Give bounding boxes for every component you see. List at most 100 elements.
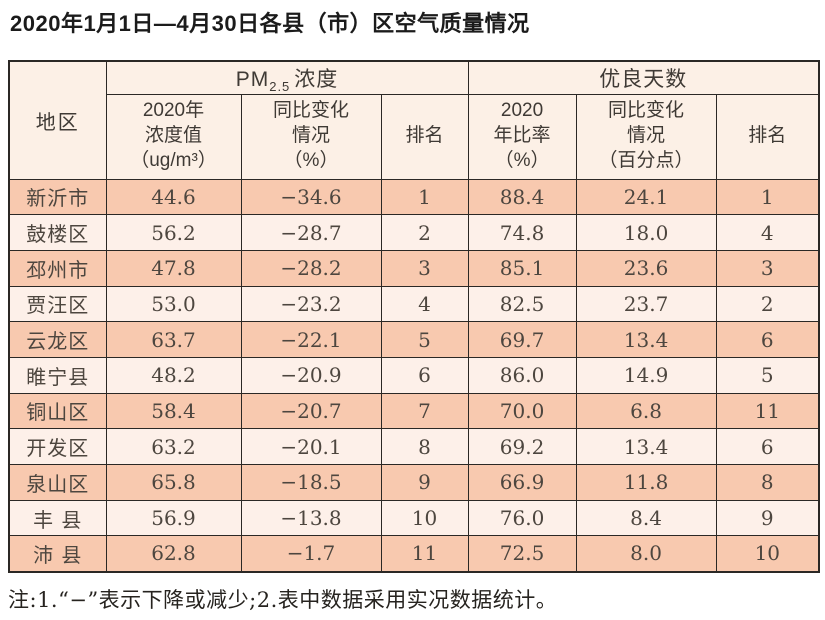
table-row: 睢宁县 48.2 −20.9 6 86.0 14.9 5: [8, 356, 820, 394]
pm-change-cell: −23.2: [240, 285, 382, 323]
good-change-cell: 24.1: [575, 178, 717, 216]
good-rate-cell: 86.0: [467, 356, 577, 394]
pm-rank-cell: 6: [380, 356, 469, 394]
pm-value-cell: 47.8: [105, 249, 242, 287]
pm25-subscript: 2.5: [269, 78, 291, 94]
good-change-cell: 14.9: [575, 356, 717, 394]
good-rate-cell: 76.0: [467, 499, 577, 537]
good-change-cell: 13.4: [575, 321, 717, 358]
good-change-cell: 8.0: [575, 535, 717, 573]
good-change-cell: 11.8: [575, 464, 717, 501]
good-rank-cell: 11: [715, 392, 820, 430]
table-row: 云龙区 63.7 −22.1 5 69.7 13.4 6: [8, 321, 820, 358]
pm-change-cell: −34.6: [240, 178, 382, 216]
region-cell: 鼓楼区: [8, 214, 107, 251]
pm-rank-cell: 1: [380, 178, 469, 216]
pm-rank-cell: 4: [380, 285, 469, 323]
footnote: 注:1.“−”表示下降或减少;2.表中数据采用实况数据统计。: [8, 588, 558, 612]
table-body: 新沂市 44.6 −34.6 1 88.4 24.1 1 鼓楼区 56.2 −2…: [8, 178, 820, 573]
pm-change-cell: −13.8: [240, 499, 382, 537]
region-cell: 邳州市: [8, 249, 107, 287]
good-rate-cell: 70.0: [467, 392, 577, 430]
good-change-cell: 13.4: [575, 428, 717, 465]
header-good-rank: 排名: [715, 93, 820, 180]
header-region: 地区: [8, 60, 107, 180]
region-cell: 沛 县: [8, 535, 107, 573]
good-rank-cell: 9: [715, 499, 820, 537]
region-cell: 贾汪区: [8, 285, 107, 323]
good-rate-cell: 74.8: [467, 214, 577, 251]
pm-value-cell: 63.7: [105, 321, 242, 358]
good-change-cell: 23.6: [575, 249, 717, 287]
good-rate-cell: 69.2: [467, 428, 577, 465]
pm-change-cell: −20.7: [240, 392, 382, 430]
good-rate-cell: 82.5: [467, 285, 577, 323]
good-rate-cell: 72.5: [467, 535, 577, 573]
table-row: 铜山区 58.4 −20.7 7 70.0 6.8 11: [8, 392, 820, 430]
good-rank-cell: 4: [715, 214, 820, 251]
good-rank-cell: 3: [715, 249, 820, 287]
page-title: 2020年1月1日—4月30日各县（市）区空气质量情况: [10, 11, 530, 36]
region-cell: 丰 县: [8, 499, 107, 537]
pm-value-cell: 48.2: [105, 356, 242, 394]
region-cell: 泉山区: [8, 464, 107, 501]
table-row: 贾汪区 53.0 −23.2 4 82.5 23.7 2: [8, 285, 820, 323]
good-rank-cell: 6: [715, 321, 820, 358]
region-cell: 开发区: [8, 428, 107, 465]
good-rank-cell: 2: [715, 285, 820, 323]
table-row: 新沂市 44.6 −34.6 1 88.4 24.1 1: [8, 178, 820, 216]
good-change-cell: 8.4: [575, 499, 717, 537]
pm25-label: PM: [235, 67, 270, 91]
pm-value-cell: 65.8: [105, 464, 242, 501]
pm-value-cell: 62.8: [105, 535, 242, 573]
pm-rank-cell: 2: [380, 214, 469, 251]
region-cell: 睢宁县: [8, 356, 107, 394]
table-row: 沛 县 62.8 −1.7 11 72.5 8.0 10: [8, 535, 820, 573]
table-row: 开发区 63.2 −20.1 8 69.2 13.4 6: [8, 428, 820, 465]
good-rate-cell: 69.7: [467, 321, 577, 358]
good-rank-cell: 1: [715, 178, 820, 216]
header-good-rate: 2020 年比率 （%）: [467, 93, 577, 180]
pm-change-cell: −22.1: [240, 321, 382, 358]
good-change-cell: 6.8: [575, 392, 717, 430]
header-group-pm25: PM2.5 浓度: [105, 60, 469, 95]
good-rank-cell: 8: [715, 464, 820, 501]
good-rank-cell: 6: [715, 428, 820, 465]
region-cell: 云龙区: [8, 321, 107, 358]
pm-value-cell: 56.9: [105, 499, 242, 537]
table-row: 丰 县 56.9 −13.8 10 76.0 8.4 9: [8, 499, 820, 537]
pm-value-cell: 44.6: [105, 178, 242, 216]
pm-change-cell: −28.2: [240, 249, 382, 287]
header-good-change: 同比变化 情况 （百分点）: [575, 93, 717, 180]
pm-value-cell: 58.4: [105, 392, 242, 430]
air-quality-table: 地区 PM2.5 浓度 优良天数 2020年 浓度值 （ug/m³） 同比变化 情…: [8, 60, 821, 573]
good-change-cell: 18.0: [575, 214, 717, 251]
good-rate-cell: 88.4: [467, 178, 577, 216]
pm-value-cell: 53.0: [105, 285, 242, 323]
region-cell: 铜山区: [8, 392, 107, 430]
table-header: 地区 PM2.5 浓度 优良天数 2020年 浓度值 （ug/m³） 同比变化 情…: [8, 60, 820, 180]
pm-change-cell: −28.7: [240, 214, 382, 251]
good-rate-cell: 66.9: [467, 464, 577, 501]
pm-rank-cell: 10: [380, 499, 469, 537]
header-pm-change: 同比变化 情况 （%）: [240, 93, 382, 180]
pm-rank-cell: 8: [380, 428, 469, 465]
table-row: 泉山区 65.8 −18.5 9 66.9 11.8 8: [8, 464, 820, 501]
pm-rank-cell: 9: [380, 464, 469, 501]
pm-rank-cell: 7: [380, 392, 469, 430]
table-row: 邳州市 47.8 −28.2 3 85.1 23.6 3: [8, 249, 820, 287]
table-row: 鼓楼区 56.2 −28.7 2 74.8 18.0 4: [8, 214, 820, 251]
region-cell: 新沂市: [8, 178, 107, 216]
header-pm-rank: 排名: [380, 93, 469, 180]
pm-change-cell: −1.7: [240, 535, 382, 573]
pm-value-cell: 63.2: [105, 428, 242, 465]
good-rate-cell: 85.1: [467, 249, 577, 287]
pm-rank-cell: 11: [380, 535, 469, 573]
header-group-good-days: 优良天数: [467, 60, 820, 95]
pm-value-cell: 56.2: [105, 214, 242, 251]
good-rank-cell: 5: [715, 356, 820, 394]
good-change-cell: 23.7: [575, 285, 717, 323]
pm25-label-suffix: 浓度: [294, 67, 339, 91]
header-pm-value: 2020年 浓度值 （ug/m³）: [105, 93, 242, 180]
pm-change-cell: −18.5: [240, 464, 382, 501]
